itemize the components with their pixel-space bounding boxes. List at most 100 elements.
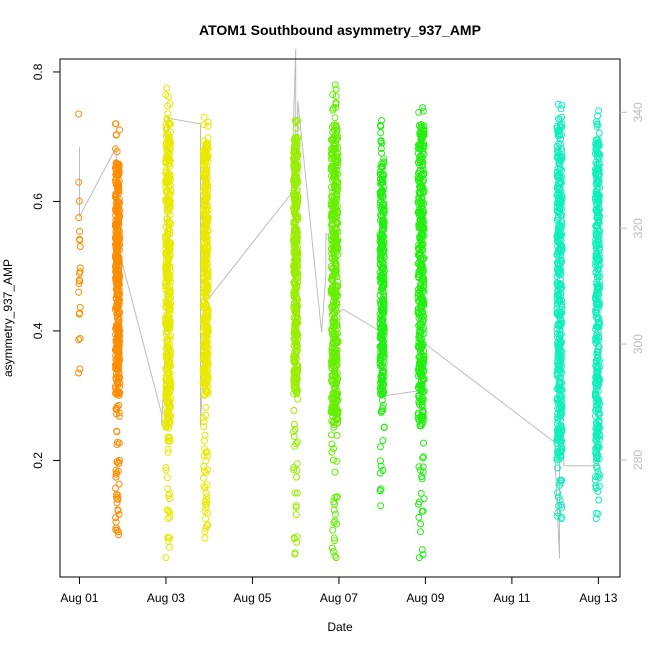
data-point [419, 147, 427, 155]
data-point [418, 203, 426, 210]
data-point [592, 509, 600, 517]
data-point [203, 364, 211, 372]
data-point [594, 411, 602, 419]
right-tick-label: 280 [631, 450, 645, 470]
data-point [203, 354, 211, 362]
series-2 [290, 117, 302, 558]
data-point [332, 137, 339, 145]
data-point [163, 474, 171, 482]
data-point [114, 271, 122, 278]
data-point [378, 375, 386, 383]
data-point [292, 440, 300, 448]
data-point [379, 288, 387, 295]
data-point [379, 437, 387, 445]
data-point [293, 205, 300, 213]
data-point [328, 364, 336, 372]
data-point [378, 256, 386, 264]
data-point [204, 118, 212, 126]
data-point [113, 390, 121, 398]
data-point [204, 134, 212, 142]
data-point [419, 463, 427, 471]
data-point [162, 121, 170, 129]
data-point [415, 108, 423, 116]
data-point [163, 298, 171, 306]
data-point [294, 249, 302, 257]
data-point [291, 256, 298, 264]
data-point [200, 113, 208, 121]
data-point [379, 407, 386, 415]
data-point [415, 328, 423, 336]
data-point [294, 117, 302, 124]
data-point [593, 368, 601, 376]
data-point [76, 227, 84, 235]
data-point [112, 181, 120, 189]
data-point [293, 154, 301, 161]
data-point [167, 332, 174, 339]
data-point [204, 247, 212, 254]
data-point [377, 233, 384, 241]
data-point [416, 131, 424, 139]
data-point [291, 319, 299, 326]
data-point [200, 315, 208, 323]
data-point [329, 526, 337, 534]
data-point [331, 394, 339, 402]
data-point [376, 469, 384, 477]
data-point [164, 352, 172, 360]
data-point [333, 161, 341, 169]
data-point [415, 513, 423, 521]
data-point [417, 294, 425, 302]
data-point [112, 256, 120, 264]
data-point [554, 179, 562, 187]
data-point [416, 252, 424, 259]
data-point [417, 219, 425, 227]
data-point [203, 256, 211, 264]
data-point [327, 232, 335, 240]
data-point [554, 509, 562, 517]
data-point [328, 378, 336, 386]
data-point [292, 502, 300, 510]
series-4 [376, 104, 428, 562]
data-point [418, 273, 426, 281]
data-point [377, 203, 385, 211]
data-point [557, 404, 565, 412]
data-point [201, 245, 209, 253]
data-point [554, 493, 562, 501]
data-point [329, 398, 337, 406]
data-point [554, 428, 562, 436]
y-axis-right: 280 300 320 340 [620, 102, 645, 470]
data-point [330, 209, 338, 217]
data-point [327, 245, 335, 253]
data-point [292, 118, 300, 126]
data-point [163, 154, 171, 162]
data-point [293, 466, 301, 474]
data-point [204, 122, 212, 130]
data-point [417, 361, 425, 369]
data-point [594, 285, 602, 293]
data-point [163, 265, 171, 272]
data-point [166, 202, 174, 210]
data-point [555, 435, 563, 443]
data-point [115, 291, 123, 299]
data-point [592, 391, 600, 399]
series-1 [162, 84, 212, 562]
data-point [594, 382, 602, 390]
data-point [290, 366, 298, 374]
data-point [290, 428, 297, 435]
data-point [557, 355, 565, 362]
data-point [376, 330, 384, 338]
data-point [594, 112, 602, 120]
data-point [202, 179, 210, 187]
data-point [114, 266, 122, 274]
data-point [330, 121, 338, 129]
data-point [116, 383, 124, 391]
plot-frame [59, 58, 621, 578]
data-point [294, 395, 302, 403]
data-point [290, 433, 298, 440]
data-point [334, 157, 342, 165]
data-point [415, 339, 423, 347]
data-point [114, 327, 122, 335]
data-point [554, 147, 561, 155]
data-point [201, 372, 209, 380]
data-point [327, 408, 335, 416]
data-point [380, 205, 388, 213]
